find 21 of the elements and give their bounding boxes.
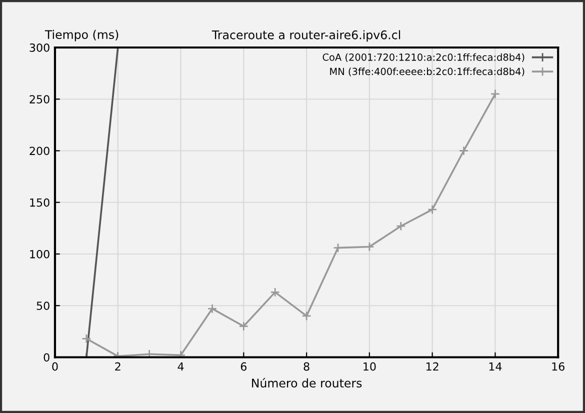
x-axis-title: Número de routers <box>252 378 362 388</box>
x-tick-label: 2 <box>115 362 120 371</box>
y-tick-label: 50 <box>36 302 50 310</box>
x-tick-label: 14 <box>489 362 502 371</box>
x-tick-label: 12 <box>426 362 438 371</box>
y-tick-label: 300 <box>30 43 50 52</box>
legend-label: MN (3ffe:400f:eeee:b:2c0:1ff:feca:d8b4) <box>330 68 524 76</box>
y-tick-label: 100 <box>30 250 50 258</box>
legend-label: CoA (2001:720:1210:a:2c0:1ff:feca:d8b4) <box>322 53 524 62</box>
x-tick-label: 6 <box>240 362 246 371</box>
y-tick-label: 150 <box>30 198 50 207</box>
x-tick-label: 16 <box>552 362 564 371</box>
y-axis-title: Tiempo (ms) <box>44 30 118 42</box>
x-tick-label: 0 <box>52 362 58 371</box>
x-tick-label: 8 <box>304 362 310 371</box>
chart-title: Traceroute a router-aire6.ipv6.cl <box>212 30 400 42</box>
x-tick-label: 4 <box>178 362 184 371</box>
y-tick-label: 200 <box>30 146 50 156</box>
y-tick-label: 250 <box>30 95 50 104</box>
x-tick-label: 10 <box>364 362 376 371</box>
y-tick-label: 0 <box>44 353 50 362</box>
